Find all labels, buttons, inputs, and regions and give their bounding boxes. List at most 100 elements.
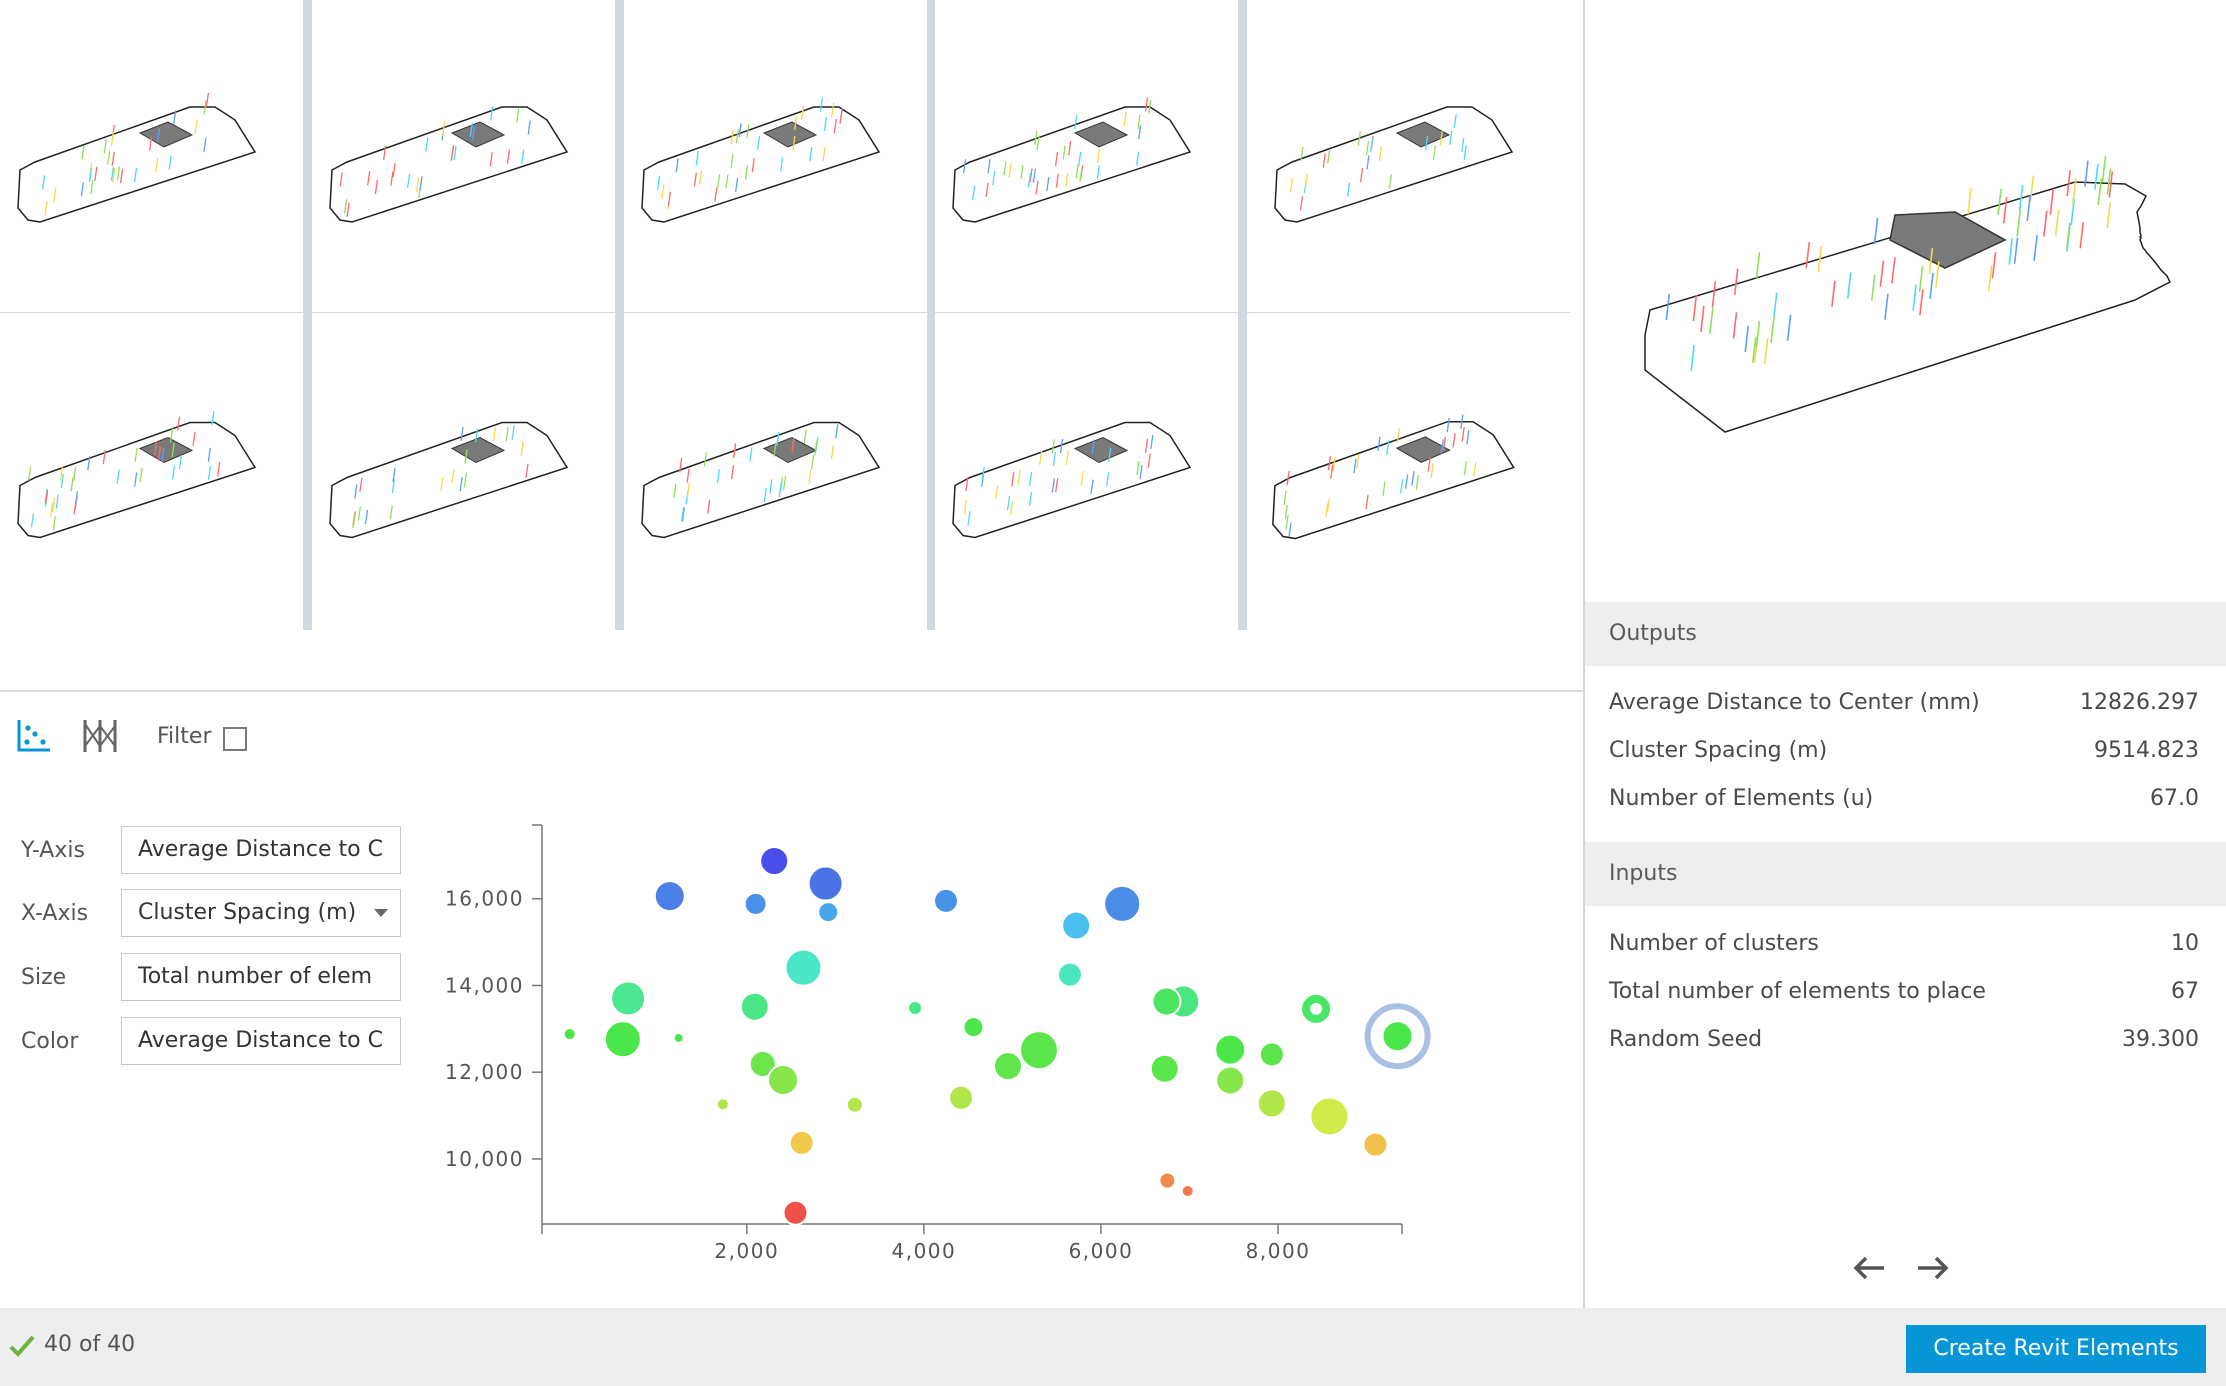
scatter-point[interactable] xyxy=(817,901,840,924)
element-mark xyxy=(112,168,116,183)
element-mark xyxy=(153,441,158,456)
element-mark xyxy=(469,122,473,137)
element-mark xyxy=(169,428,174,443)
thumbnail-3d-view xyxy=(1272,414,1515,540)
element-mark xyxy=(1430,463,1434,478)
scatter-point[interactable] xyxy=(784,948,823,987)
scatter-point[interactable] xyxy=(1056,961,1083,988)
scatter-point[interactable] xyxy=(1309,1096,1350,1137)
element-mark xyxy=(1366,155,1370,170)
design-preview[interactable] xyxy=(1585,0,2226,600)
size-select[interactable]: Total number of elem xyxy=(121,953,401,1001)
design-option-thumbnail[interactable] xyxy=(624,313,927,630)
design-option-thumbnail[interactable] xyxy=(935,313,1238,630)
scatter-point[interactable] xyxy=(603,1020,642,1059)
scatter-point[interactable] xyxy=(743,891,768,916)
design-option-thumbnail[interactable] xyxy=(312,0,615,312)
element-mark xyxy=(1059,438,1064,454)
scatter-point[interactable] xyxy=(1381,1020,1414,1053)
element-mark xyxy=(782,476,787,491)
scatter-point[interactable] xyxy=(748,1049,777,1078)
scatter-point[interactable] xyxy=(807,865,844,902)
element-mark xyxy=(681,507,686,522)
scatter-point[interactable] xyxy=(907,1000,924,1017)
scatter-point[interactable] xyxy=(1103,884,1142,923)
scatter-point[interactable] xyxy=(759,845,790,876)
y-axis-row: Y-Axis Average Distance to C xyxy=(0,826,410,876)
building-footprint xyxy=(450,121,506,148)
output-value: 9514.823 xyxy=(2094,738,2199,763)
y-axis-select[interactable]: Average Distance to C xyxy=(121,826,401,874)
scatter-point[interactable] xyxy=(653,880,686,913)
scatter-point[interactable] xyxy=(1018,1030,1059,1071)
filter-checkbox[interactable] xyxy=(223,727,247,751)
scatter-point[interactable] xyxy=(1362,1131,1389,1158)
design-option-thumbnail[interactable] xyxy=(0,313,303,630)
scatter-point[interactable] xyxy=(767,1064,800,1097)
scatter-point[interactable] xyxy=(610,980,647,1017)
scatter-point[interactable] xyxy=(948,1084,975,1111)
design-option-thumbnail[interactable] xyxy=(935,0,1238,312)
scatter-point[interactable] xyxy=(782,1199,809,1226)
scatter-plot-icon[interactable] xyxy=(14,716,54,756)
arrow-right-icon[interactable] xyxy=(1912,1248,1952,1288)
element-mark xyxy=(763,488,767,503)
design-option-thumbnail[interactable] xyxy=(312,313,615,630)
element-mark xyxy=(415,178,420,193)
design-option-thumbnail[interactable] xyxy=(1247,0,1570,312)
output-label: Average Distance to Center (mm) xyxy=(1609,690,1980,715)
scatter-point[interactable] xyxy=(992,1051,1023,1082)
element-mark xyxy=(451,468,455,483)
scatter-point[interactable] xyxy=(1310,1002,1323,1015)
scatter-point[interactable] xyxy=(1061,910,1092,941)
scatter-point[interactable] xyxy=(1158,1171,1177,1190)
element-mark xyxy=(441,121,446,136)
element-mark xyxy=(793,115,798,131)
building-footprint xyxy=(762,121,818,148)
y-tick-label: 12,000 xyxy=(445,1060,524,1084)
element-mark xyxy=(406,173,411,188)
element-mark xyxy=(1991,252,1997,279)
element-mark xyxy=(110,166,115,181)
scatter-point[interactable] xyxy=(1151,986,1182,1017)
element-mark xyxy=(810,455,815,470)
element-mark xyxy=(73,500,77,515)
scatter-point[interactable] xyxy=(715,1097,730,1112)
thumbnail-3d-view xyxy=(641,97,881,223)
scatter-point[interactable] xyxy=(672,1031,685,1044)
scatter-point[interactable] xyxy=(1149,1053,1180,1084)
color-select[interactable]: Average Distance to C xyxy=(121,1017,401,1065)
parallel-coordinates-icon[interactable] xyxy=(80,716,120,756)
arrow-left-icon[interactable] xyxy=(1850,1248,1890,1288)
scatter-point[interactable] xyxy=(788,1129,815,1156)
design-option-thumbnail[interactable] xyxy=(0,0,303,312)
element-mark xyxy=(1091,439,1095,454)
element-mark xyxy=(779,157,784,172)
element-mark xyxy=(2043,210,2048,237)
element-mark xyxy=(1096,148,1101,164)
element-mark xyxy=(59,466,63,482)
x-axis-select[interactable]: Cluster Spacing (m) xyxy=(121,889,401,937)
element-mark xyxy=(791,437,795,452)
scatter-point[interactable] xyxy=(1180,1184,1195,1199)
scatter-point[interactable] xyxy=(1256,1088,1287,1119)
scatter-chart[interactable]: 10,000 12,000 14,000 16,000 2,000 4,000 6,000 8… xyxy=(430,800,1450,1270)
scatter-point[interactable] xyxy=(1258,1041,1285,1068)
site-boundary xyxy=(952,106,1192,223)
element-mark xyxy=(778,483,782,498)
scatter-point[interactable] xyxy=(845,1095,864,1114)
scatter-point[interactable] xyxy=(562,1027,577,1042)
create-revit-elements-button[interactable]: Create Revit Elements xyxy=(1906,1325,2206,1373)
scatter-point[interactable] xyxy=(962,1016,985,1039)
element-mark xyxy=(686,483,691,498)
scatter-point[interactable] xyxy=(1214,1033,1247,1066)
element-mark xyxy=(1377,436,1381,452)
scatter-point[interactable] xyxy=(933,887,960,914)
element-mark xyxy=(839,108,843,123)
element-mark xyxy=(695,150,699,166)
scatter-point[interactable] xyxy=(739,991,770,1022)
design-option-thumbnail[interactable] xyxy=(624,0,927,312)
scatter-point[interactable] xyxy=(1215,1065,1246,1096)
element-mark xyxy=(730,130,734,145)
design-option-thumbnail[interactable] xyxy=(1247,313,1570,630)
